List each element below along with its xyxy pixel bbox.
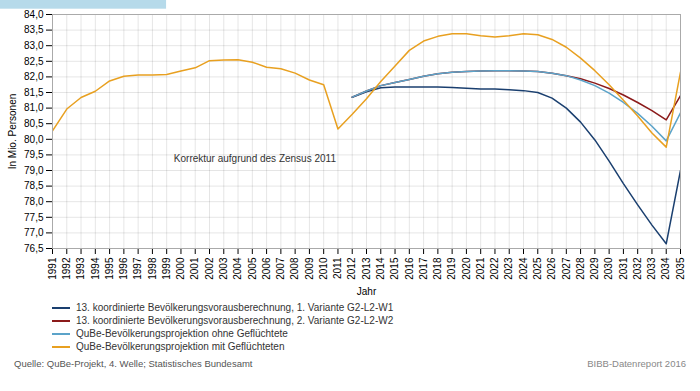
- svg-text:79,5: 79,5: [24, 149, 44, 160]
- svg-text:2024: 2024: [518, 257, 529, 280]
- svg-text:2021: 2021: [475, 257, 486, 280]
- svg-text:1992: 1992: [61, 257, 72, 280]
- html-text:QuBe-Bevölkerungsprojektion mi: QuBe-Bevölkerungsprojektion mit Geflücht…: [76, 341, 285, 352]
- svg-text:83,0: 83,0: [24, 40, 44, 51]
- svg-text:2019: 2019: [446, 257, 457, 280]
- svg-text:2002: 2002: [204, 257, 215, 280]
- html-text:13. koordinierte Bevölkerungsv: 13. koordinierte Bevölkerungsvorausberec…: [76, 315, 394, 326]
- svg-text:2022: 2022: [489, 257, 500, 280]
- svg-text:1993: 1993: [75, 257, 86, 280]
- svg-text:2000: 2000: [175, 257, 186, 280]
- svg-text:80,0: 80,0: [24, 134, 44, 145]
- svg-text:2028: 2028: [575, 257, 586, 280]
- svg-text:1996: 1996: [118, 257, 129, 280]
- svg-text:1994: 1994: [90, 257, 101, 280]
- svg-text:2015: 2015: [389, 257, 400, 280]
- svg-text:1997: 1997: [132, 257, 143, 280]
- html-text:13. koordinierte Bevölkerungsv: 13. koordinierte Bevölkerungsvorausberec…: [76, 302, 394, 313]
- svg-text:2010: 2010: [318, 257, 329, 280]
- svg-text:2008: 2008: [289, 257, 300, 280]
- svg-text:79,0: 79,0: [24, 165, 44, 176]
- svg-text:2004: 2004: [232, 257, 243, 280]
- svg-text:84,0: 84,0: [24, 9, 44, 20]
- svg-text:2026: 2026: [546, 257, 557, 280]
- svg-text:2033: 2033: [646, 257, 657, 280]
- svg-text:77,0: 77,0: [24, 227, 44, 238]
- svg-text:2017: 2017: [418, 257, 429, 280]
- svg-text:2005: 2005: [247, 257, 258, 280]
- svg-text:2012: 2012: [346, 257, 357, 280]
- svg-text:83,5: 83,5: [24, 24, 44, 35]
- svg-text:2013: 2013: [361, 257, 372, 280]
- svg-text:82,0: 82,0: [24, 71, 44, 82]
- svg-text:In Mio. Personen: In Mio. Personen: [7, 94, 18, 170]
- svg-text:2032: 2032: [632, 257, 643, 280]
- svg-text:78,5: 78,5: [24, 180, 44, 191]
- svg-text:2031: 2031: [618, 257, 629, 280]
- svg-text:2034: 2034: [660, 257, 671, 280]
- svg-text:2023: 2023: [503, 257, 514, 280]
- svg-text:82,5: 82,5: [24, 56, 44, 67]
- svg-text:1995: 1995: [104, 257, 115, 280]
- svg-text:2014: 2014: [375, 257, 386, 280]
- html-text:QuBe-Bevölkerungsprojektion oh: QuBe-Bevölkerungsprojektion ohne Geflüch…: [76, 328, 288, 339]
- svg-text:76,5: 76,5: [24, 243, 44, 254]
- svg-text:1998: 1998: [147, 257, 158, 280]
- svg-text:1991: 1991: [47, 257, 58, 280]
- svg-text:2030: 2030: [603, 257, 614, 280]
- svg-text:1999: 1999: [161, 257, 172, 280]
- svg-text:77,5: 77,5: [24, 212, 44, 223]
- svg-text:81,0: 81,0: [24, 102, 44, 113]
- svg-text:2016: 2016: [404, 257, 415, 280]
- svg-text:2006: 2006: [261, 257, 272, 280]
- svg-text:2025: 2025: [532, 257, 543, 280]
- svg-text:2029: 2029: [589, 257, 600, 280]
- svg-text:2001: 2001: [189, 257, 200, 280]
- svg-text:78,0: 78,0: [24, 196, 44, 207]
- html-text:BIBB-Datenreport 2016: BIBB-Datenreport 2016: [587, 358, 686, 369]
- svg-text:2003: 2003: [218, 257, 229, 280]
- svg-text:2035: 2035: [675, 257, 686, 280]
- svg-text:80,5: 80,5: [24, 118, 44, 129]
- svg-text:2009: 2009: [304, 257, 315, 280]
- html-text:Quelle: QuBe-Projekt, 4. Welle: Quelle: QuBe-Projekt, 4. Welle; Statisti…: [14, 358, 253, 369]
- svg-text:2007: 2007: [275, 257, 286, 280]
- svg-text:2018: 2018: [432, 257, 443, 280]
- svg-text:2027: 2027: [561, 257, 572, 280]
- svg-text:81,5: 81,5: [24, 87, 44, 98]
- svg-text:2011: 2011: [332, 257, 343, 279]
- svg-text:Korrektur aufgrund des Zensus: Korrektur aufgrund des Zensus 2011: [174, 153, 337, 164]
- svg-text:2020: 2020: [461, 257, 472, 280]
- svg-text:Jahr: Jahr: [357, 286, 377, 297]
